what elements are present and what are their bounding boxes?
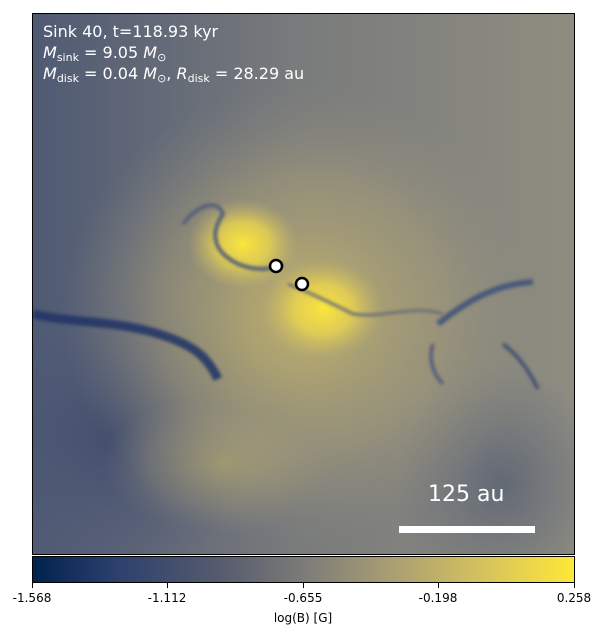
scalebar-label: 125 au [428, 482, 505, 507]
colorbar [32, 556, 575, 583]
colorbar-tick [303, 583, 304, 588]
colorbar-tick-label: -0.655 [283, 591, 323, 605]
sink-title: Sink 40, t=118.93 kyr [43, 22, 219, 41]
colorbar-tick-label: 0.258 [556, 591, 592, 605]
colorbar-tick-label: -1.568 [12, 591, 52, 605]
colorbar-tick [438, 583, 439, 588]
colorbar-tick-label: -1.112 [147, 591, 187, 605]
sink-mass: Msink = 9.05 M⊙ [43, 43, 167, 64]
colorbar-tick [574, 583, 575, 588]
scalebar-line [399, 526, 535, 533]
colorbar-tick-label: -0.198 [418, 591, 458, 605]
field-image [33, 14, 574, 554]
sink-particles [268, 258, 310, 292]
disk-mass-radius: Mdisk = 0.04 M⊙, Rdisk = 28.29 au [43, 64, 305, 85]
colorbar-tick [167, 583, 168, 588]
colorbar-axis-label: log(B) [G] [273, 611, 333, 625]
colorbar-tick [32, 583, 33, 588]
dark-filaments [33, 203, 540, 390]
magnetic-field-map: Sink 40, t=118.93 kyr Msink = 9.05 M⊙ Md… [32, 13, 575, 555]
